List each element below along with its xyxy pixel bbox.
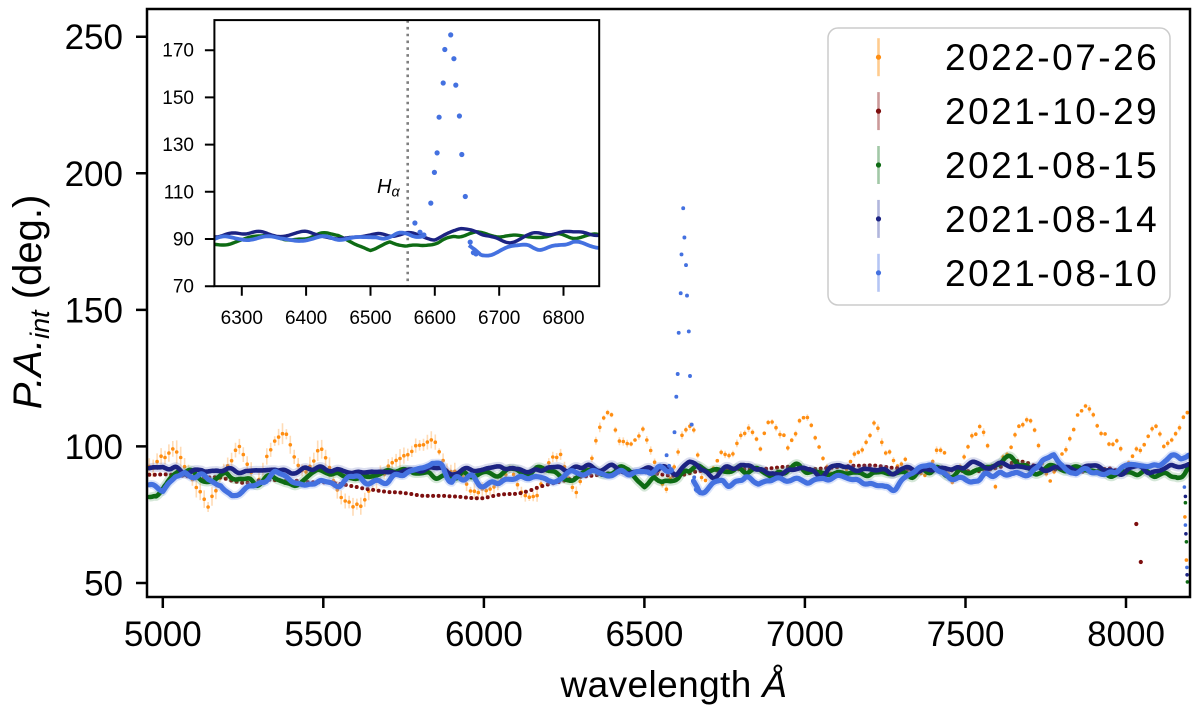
svg-text:250: 250 <box>65 18 123 57</box>
svg-text:6700: 6700 <box>478 308 520 329</box>
svg-text:2021-08-10: 2021-08-10 <box>945 253 1159 294</box>
svg-text:2022-07-26: 2022-07-26 <box>945 37 1159 78</box>
svg-text:6800: 6800 <box>542 308 584 329</box>
svg-text:5000: 5000 <box>124 615 202 654</box>
svg-text:7000: 7000 <box>766 615 844 654</box>
svg-text:150: 150 <box>65 291 123 330</box>
svg-text:6500: 6500 <box>349 308 391 329</box>
svg-text:200: 200 <box>65 155 123 194</box>
svg-text:170: 170 <box>162 41 194 62</box>
svg-text:5500: 5500 <box>284 615 362 654</box>
svg-text:6600: 6600 <box>414 308 456 329</box>
svg-text:50: 50 <box>84 565 123 604</box>
svg-text:wavelength Å: wavelength Å <box>560 664 788 705</box>
svg-text:6400: 6400 <box>285 308 327 329</box>
svg-text:90: 90 <box>173 230 194 251</box>
svg-text:70: 70 <box>173 277 194 298</box>
svg-text:8000: 8000 <box>1087 615 1165 654</box>
svg-text:150: 150 <box>162 88 194 109</box>
svg-text:2021-10-29: 2021-10-29 <box>945 91 1159 132</box>
svg-text:110: 110 <box>164 182 194 203</box>
svg-text:6300: 6300 <box>221 308 263 329</box>
svg-text:100: 100 <box>65 428 123 467</box>
svg-text:2021-08-14: 2021-08-14 <box>945 199 1159 240</box>
svg-text:P.A.int (deg.): P.A.int (deg.) <box>6 195 55 410</box>
svg-text:2021-08-15: 2021-08-15 <box>945 145 1159 186</box>
svg-text:6500: 6500 <box>605 615 683 654</box>
svg-text:7500: 7500 <box>927 615 1005 654</box>
svg-text:6000: 6000 <box>445 615 523 654</box>
svg-text:130: 130 <box>162 135 194 156</box>
